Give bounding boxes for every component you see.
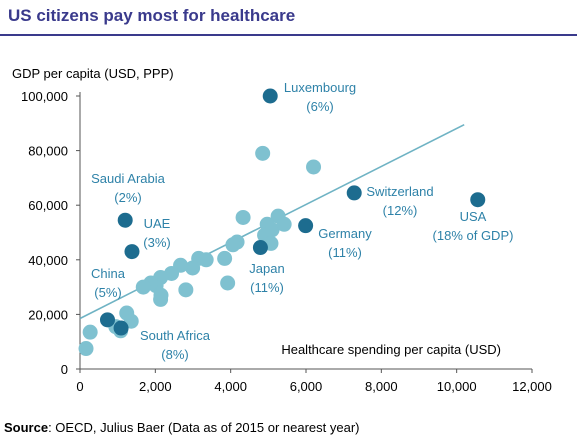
data-point-highlighted <box>252 240 268 256</box>
source-text: : OECD, Julius Baer (Data as of 2015 or … <box>48 420 360 435</box>
x-tick-label: 10,000 <box>437 379 477 394</box>
data-point-highlighted <box>124 244 140 260</box>
data-point <box>235 209 251 225</box>
y-tick-label: 20,000 <box>28 307 68 322</box>
data-point <box>225 237 241 253</box>
annotation-germany-share: (11%) <box>328 245 362 260</box>
data-point <box>78 341 94 357</box>
source-note: Source: OECD, Julius Baer (Data as of 20… <box>4 420 360 435</box>
annotation-luxembourg: Luxembourg <box>284 80 356 95</box>
y-axis-label: GDP per capita (USD, PPP) <box>12 66 174 81</box>
x-axis-label: Healthcare spending per capita (USD) <box>281 342 501 357</box>
x-tick-label: 0 <box>76 379 83 394</box>
data-point <box>220 275 236 291</box>
annotation-south-africa-share: (8%) <box>161 347 188 362</box>
annotation-usa: USA <box>460 209 487 224</box>
x-tick-label: 6,000 <box>290 379 323 394</box>
y-tick-label: 80,000 <box>28 144 68 159</box>
title-divider <box>0 34 577 36</box>
annotation-saudi-arabia: Saudi Arabia <box>91 171 165 186</box>
annotation-china-share: (5%) <box>94 285 121 300</box>
annotation-japan-share: (11%) <box>250 280 284 295</box>
y-tick-label: 0 <box>61 362 68 377</box>
annotation-luxembourg-share: (6%) <box>306 99 333 114</box>
annotation-switzerland: Switzerland <box>366 184 433 199</box>
data-point-highlighted <box>117 212 133 228</box>
annotation-germany: Germany <box>318 226 372 241</box>
y-tick-label: 60,000 <box>28 198 68 213</box>
chart-title: US citizens pay most for healthcare <box>8 6 296 25</box>
x-tick-label: 8,000 <box>365 379 398 394</box>
annotation-switzerland-share: (12%) <box>383 203 418 218</box>
data-point <box>82 324 98 340</box>
data-point <box>255 145 271 161</box>
annotation-uae: UAE <box>144 216 171 231</box>
annotation-uae-share: (3%) <box>143 235 170 250</box>
source-label: Source <box>4 420 49 435</box>
data-point <box>306 159 322 175</box>
x-tick-label: 12,000 <box>512 379 552 394</box>
data-point-highlighted <box>99 312 115 328</box>
data-point-highlighted <box>470 192 486 208</box>
annotation-china: China <box>91 266 126 281</box>
x-tick-label: 2,000 <box>139 379 172 394</box>
data-point <box>178 282 194 298</box>
data-point-highlighted <box>262 88 278 104</box>
annotation-usa-share: (18% of GDP) <box>433 228 514 243</box>
annotation-south-africa: South Africa <box>140 328 211 343</box>
data-point <box>276 216 292 232</box>
scatter-chart: 0 2,000 4,000 6,000 8,000 10,000 12,000 0 20,000… <box>21 80 552 394</box>
data-point <box>185 260 201 276</box>
data-point-highlighted <box>346 185 362 201</box>
data-point <box>198 252 214 268</box>
data-point <box>153 291 169 307</box>
y-tick-label: 100,000 <box>21 89 68 104</box>
annotation-saudi-arabia-share: (2%) <box>114 190 141 205</box>
data-point <box>217 250 233 266</box>
y-tick-label: 40,000 <box>28 253 68 268</box>
data-point-highlighted <box>113 320 129 336</box>
data-point-highlighted <box>298 218 314 234</box>
x-tick-label: 4,000 <box>214 379 247 394</box>
data-point <box>135 279 151 295</box>
annotation-japan: Japan <box>249 261 284 276</box>
